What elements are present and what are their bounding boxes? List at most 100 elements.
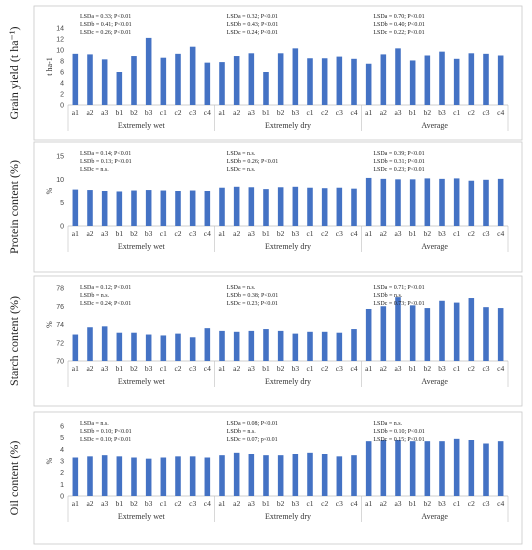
bar-c4 <box>204 191 211 226</box>
lsd-annotation: LSDa = n.s. <box>80 421 109 427</box>
x-tick-label: b3 <box>292 364 300 373</box>
y-axis-unit: % <box>45 187 54 194</box>
x-tick-label: a1 <box>72 108 79 117</box>
x-tick-label: a1 <box>365 229 372 238</box>
lsd-annotation: LSDc = 0.10; P<0.01 <box>80 437 131 443</box>
x-tick-label: a2 <box>233 499 240 508</box>
x-tick-label: c2 <box>174 108 181 117</box>
bar-c4 <box>351 329 357 361</box>
x-tick-label: a1 <box>218 108 225 117</box>
x-tick-label: b2 <box>277 499 285 508</box>
group-label: Average <box>421 512 448 521</box>
bar-a1 <box>365 177 372 226</box>
bar-a1 <box>365 63 372 105</box>
y-axis-title: Starch content (%) <box>7 296 21 386</box>
bar-b3 <box>145 37 152 105</box>
x-tick-label: b1 <box>116 108 124 117</box>
bar-c3 <box>189 337 196 361</box>
y-tick-label: 8 <box>60 59 64 66</box>
x-tick-label: a2 <box>233 108 240 117</box>
x-tick-label: c4 <box>204 499 211 508</box>
x-tick-label: c1 <box>160 364 167 373</box>
x-tick-label: c3 <box>336 229 343 238</box>
y-axis-unit: t ha-1 <box>45 57 54 75</box>
x-tick-label: a1 <box>72 229 79 238</box>
bar-c2 <box>321 454 328 496</box>
bar-c1 <box>160 190 167 226</box>
x-tick-label: c4 <box>350 229 357 238</box>
y-tick-label: 0 <box>60 494 64 501</box>
bar-c2 <box>468 298 475 361</box>
bar-b2 <box>424 441 431 496</box>
y-tick-label: 12 <box>56 37 64 44</box>
x-tick-label: b1 <box>409 229 417 238</box>
x-tick-label: a3 <box>394 229 401 238</box>
y-tick-label: 74 <box>56 322 64 329</box>
bar-b2 <box>277 53 284 105</box>
x-tick-label: c2 <box>321 364 328 373</box>
bar-a1 <box>365 308 372 361</box>
x-tick-label: b2 <box>130 108 138 117</box>
x-tick-label: c3 <box>482 364 489 373</box>
bar-b1 <box>116 191 123 226</box>
lsd-annotation: LSDb = 0.31; P<0.01 <box>373 159 425 165</box>
bar-a1 <box>72 53 79 105</box>
x-tick-label: c1 <box>453 364 460 373</box>
y-tick-label: 10 <box>56 177 64 184</box>
x-tick-label: a2 <box>86 499 93 508</box>
bar-c3 <box>336 456 343 496</box>
x-tick-label: b1 <box>409 108 417 117</box>
y-tick-label: 6 <box>60 70 64 77</box>
bar-a3 <box>101 59 108 105</box>
x-tick-label: c4 <box>497 364 504 373</box>
bar-c2 <box>468 53 475 105</box>
bar-c3 <box>336 56 343 105</box>
lsd-annotation: LSDa = 0.33; P<0.01 <box>80 14 131 20</box>
y-tick-label: 1 <box>60 482 64 489</box>
lsd-annotation: LSDa = 0.14; P<0.01 <box>80 151 131 157</box>
lsd-annotation: LSDb = n.s. <box>227 429 257 435</box>
x-tick-label: c2 <box>321 499 328 508</box>
x-tick-label: a2 <box>380 499 387 508</box>
lsd-annotation: LSDa = n.s. <box>227 151 256 157</box>
bar-b3 <box>292 48 299 105</box>
chart-panel-2: Protein content (%) % 0 5 10 15 a1 a2 a3 b1 b2 b3 c1… <box>7 141 523 273</box>
x-tick-label: c3 <box>336 364 343 373</box>
bar-c2 <box>468 180 475 226</box>
y-axis-title: Grain yield (t ha⁻¹) <box>7 27 21 120</box>
bar-a1 <box>219 62 225 105</box>
lsd-annotation: LSDb = n.s. <box>373 293 403 299</box>
x-tick-label: b1 <box>116 364 124 373</box>
x-tick-label: c3 <box>482 108 489 117</box>
bar-b3 <box>145 334 152 361</box>
bar-b3 <box>145 458 152 496</box>
x-tick-label: a3 <box>101 364 108 373</box>
bar-b1 <box>263 72 269 105</box>
bar-a1 <box>72 334 79 361</box>
bar-a2 <box>380 178 387 226</box>
bar-a2 <box>87 54 93 105</box>
bar-c3 <box>189 46 196 105</box>
bar-b3 <box>292 454 299 496</box>
x-tick-label: b3 <box>145 229 153 238</box>
x-tick-label: b3 <box>292 229 300 238</box>
lsd-annotation: LSDa = 0.12; P<0.01 <box>80 285 131 291</box>
x-tick-label: b1 <box>116 499 124 508</box>
lsd-annotation: LSDc = 0.26; P<0.01 <box>80 30 131 36</box>
x-tick-label: c2 <box>468 499 475 508</box>
x-tick-label: b2 <box>424 364 432 373</box>
lsd-annotation: LSDb = n.s. <box>80 293 110 299</box>
y-tick-label: 5 <box>60 200 64 207</box>
x-tick-label: b2 <box>130 499 138 508</box>
x-tick-label: c3 <box>189 499 196 508</box>
bar-c2 <box>175 53 181 105</box>
bar-b3 <box>439 178 445 226</box>
bar-a2 <box>380 54 387 105</box>
y-tick-label: 2 <box>60 470 64 477</box>
bar-c2 <box>468 440 475 496</box>
x-tick-label: c1 <box>453 108 460 117</box>
bar-b3 <box>439 51 445 105</box>
x-tick-label: c2 <box>468 364 475 373</box>
x-tick-label: c4 <box>497 499 504 508</box>
bar-a2 <box>233 56 240 105</box>
